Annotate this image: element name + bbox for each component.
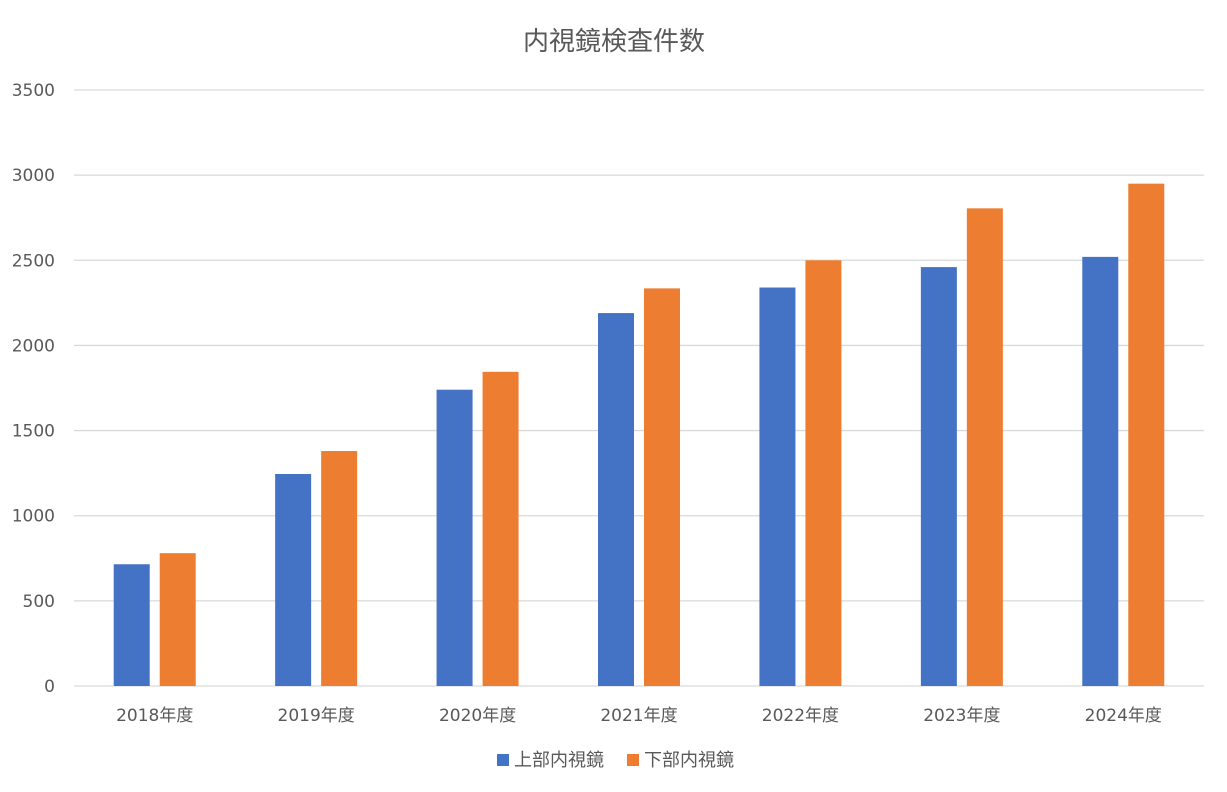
x-tick-label: 2019年度 (278, 706, 355, 726)
bar-series-2-3 (482, 371, 519, 686)
bar-series-2-4 (644, 288, 680, 686)
y-tick-label: 500 (23, 592, 55, 612)
x-tick-label: 2024年度 (1085, 706, 1162, 726)
bar-series-2-1 (159, 553, 196, 686)
bar-series-2-2 (321, 451, 358, 686)
y-tick-label: 3500 (12, 81, 55, 101)
bar-series-2-7 (1128, 183, 1165, 686)
y-tick-label: 3000 (12, 166, 55, 186)
legend: 上部内視鏡 下部内視鏡 (497, 750, 734, 771)
y-tick-label: 2500 (12, 251, 55, 271)
legend-swatch-2 (627, 754, 639, 766)
x-tick-label: 2021年度 (600, 706, 677, 726)
bar-series-1-3 (436, 389, 473, 686)
x-tick-label: 2023年度 (923, 706, 1000, 726)
legend-swatch-1 (497, 754, 509, 766)
bar-series-2-6 (966, 208, 1003, 686)
y-axis-tick-labels: 0 500 1000 1500 2000 2500 3000 3500 (12, 81, 55, 697)
bar-series-1-1 (113, 564, 150, 686)
bar-series-1-2 (275, 473, 312, 686)
x-tick-label: 2018年度 (116, 706, 193, 726)
y-tick-label: 2000 (12, 336, 55, 356)
bar-series-1-5 (759, 287, 796, 686)
bar-series-2-5 (805, 260, 842, 686)
bar-series-1-4 (598, 313, 634, 686)
y-tick-label: 0 (44, 677, 55, 697)
x-tick-label: 2022年度 (762, 706, 839, 726)
bar-series-1-6 (920, 267, 957, 686)
y-tick-label: 1000 (12, 507, 55, 527)
chart-title: 内視鏡検査件数 (523, 27, 705, 57)
x-axis-tick-labels: 2018年度 2019年度 2020年度 2021年度 2022年度 2023年度 2024… (116, 706, 1162, 726)
bar-series-1-7 (1082, 256, 1119, 686)
y-tick-label: 1500 (12, 422, 55, 442)
legend-label-2: 下部内視鏡 (644, 750, 734, 771)
gridlines (74, 89, 1204, 687)
x-tick-label: 2020年度 (439, 706, 516, 726)
legend-label-1: 上部内視鏡 (514, 750, 604, 771)
bars (113, 183, 1165, 686)
